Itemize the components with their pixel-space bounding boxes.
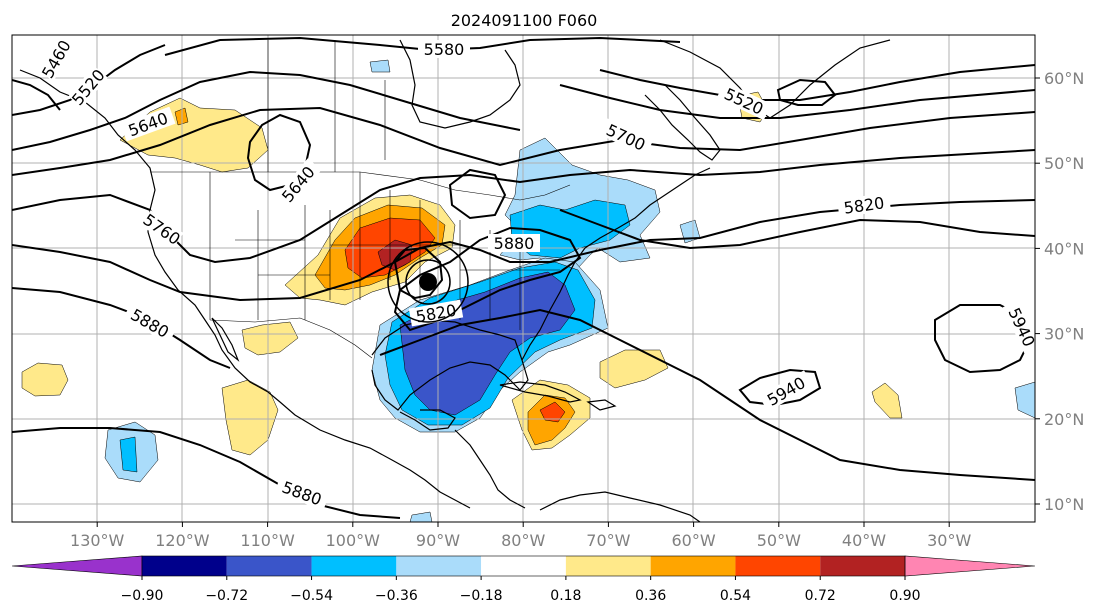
colorbar-label: −0.90: [121, 588, 164, 604]
lat-tick-label: 20°N: [1044, 410, 1084, 429]
lon-tick-label: 100°W: [326, 531, 381, 550]
lon-tick-label: 80°W: [501, 531, 545, 550]
lon-tick-label: 90°W: [416, 531, 460, 550]
contour-5880-inner: [393, 226, 582, 332]
colorbar-extend-low: [11, 555, 143, 577]
colorbar-label: −0.72: [205, 588, 248, 604]
us-canada-border: [150, 171, 571, 201]
lat-tick-label: 30°N: [1044, 325, 1084, 344]
contour-5820-low: [393, 246, 444, 300]
lon-tick-label: 40°W: [842, 531, 886, 550]
coastline-central-america: [454, 429, 526, 509]
state-lines-west: [209, 172, 330, 320]
lat-tick-label: 50°N: [1044, 154, 1084, 173]
positive-anomaly-weak-pacific-far: [21, 362, 69, 397]
map-title: 2024091100 F060: [451, 11, 598, 30]
lon-tick-label: 120°W: [155, 531, 210, 550]
colorbar-swatch: [820, 556, 905, 576]
storm-ring-outer: [387, 241, 469, 323]
colorbar-label: −0.54: [290, 588, 333, 604]
colorbar-label: 0.54: [720, 588, 751, 604]
positive-anomaly-weak-mexico-north: [241, 321, 299, 356]
colorbar-extend-high: [904, 555, 1036, 577]
height-contours: [12, 36, 1035, 519]
us-mexico-border: [209, 317, 373, 359]
colorbar-swatch: [396, 556, 482, 576]
contour-5940-atlantic: [738, 368, 822, 407]
longitude-tick-labels: 130°W 120°W 110°W 100°W 90°W 80°W 70°W 60°W 50°W…: [70, 522, 971, 550]
canada-province-lines: [267, 40, 386, 172]
colorbar-label: −0.36: [375, 588, 418, 604]
lon-tick-label: 30°W: [927, 531, 971, 550]
positive-anomaly-strong-caribbean: [539, 401, 566, 423]
contour-label: 5880: [494, 234, 535, 253]
contour-5940-east: [934, 304, 1032, 374]
contour-low-ne: [448, 168, 507, 220]
lat-tick-label: 60°N: [1044, 69, 1084, 88]
colorbar-label: −0.18: [460, 588, 503, 604]
coastline-cuba: [499, 381, 582, 403]
negative-anomaly-moderate-pacific: [119, 436, 138, 473]
storm-center: [387, 241, 469, 323]
contour-5700: [12, 106, 1035, 176]
coastline-north-america-west: [19, 69, 471, 509]
contour-label: 5580: [424, 40, 465, 59]
storm-ring-inner: [405, 259, 451, 305]
coastline-south-america: [539, 491, 701, 522]
contour-5820: [12, 199, 1035, 302]
negative-anomaly-weak-hudson: [369, 59, 391, 73]
lon-tick-label: 50°W: [757, 531, 801, 550]
colorbar: −0.90 −0.72 −0.54 −0.36 −0.18 0.18 0.36 0.54 0.7…: [11, 555, 1036, 604]
colorbar-label: 0.72: [805, 588, 836, 604]
contour-5580-east: [559, 84, 1035, 119]
latitude-tick-labels: 60°N 50°N 40°N 30°N 20°N 10°N: [1035, 69, 1084, 514]
lon-tick-label: 110°W: [240, 531, 295, 550]
contour-5520-loop: [776, 78, 837, 106]
coastline-hispaniola: [586, 399, 617, 411]
state-lines-central: [329, 172, 460, 300]
colorbar-swatch: [226, 556, 312, 576]
lon-tick-label: 60°W: [672, 531, 716, 550]
coastline-yucatan: [399, 409, 456, 431]
colorbar-swatch: [311, 556, 397, 576]
colorbar-swatch: [735, 556, 821, 576]
boundaries: [150, 40, 571, 359]
coastline-hudson-bay: [399, 39, 521, 129]
coastline-us-east: [521, 167, 711, 361]
lat-tick-label: 40°N: [1044, 239, 1084, 258]
positive-anomaly-weak-atlantic-2: [871, 382, 903, 419]
contour-5460: [12, 79, 61, 111]
positive-anomaly-weak-atlantic-1: [599, 349, 669, 389]
storm-center-marker: [419, 273, 437, 291]
state-lines-east: [459, 220, 560, 330]
colorbar-label: 0.18: [550, 588, 581, 604]
contour-5880-southeast: [379, 308, 1035, 481]
contour-5640-west: [12, 70, 521, 151]
colorbar-swatch: [481, 556, 566, 576]
colorbar-label: 0.36: [635, 588, 666, 604]
negative-anomaly-weak-atlantic-east: [1014, 381, 1035, 419]
lon-tick-label: 70°W: [586, 531, 630, 550]
colorbar-outline: [141, 555, 906, 577]
contour-5640-low: [246, 113, 312, 192]
lon-tick-label: 130°W: [70, 531, 125, 550]
colorbar-label: 0.90: [889, 588, 920, 604]
coastline-baja: [211, 317, 240, 362]
negative-anomaly-weak-panama: [409, 511, 433, 522]
contour-5820-east: [559, 209, 1035, 250]
contour-5880-south: [12, 427, 401, 519]
lat-tick-label: 10°N: [1044, 495, 1084, 514]
colorbar-swatch: [650, 556, 736, 576]
colorbar-swatch: [142, 556, 227, 576]
coastline-labrador: [644, 84, 721, 161]
colorbar-swatch: [565, 556, 651, 576]
